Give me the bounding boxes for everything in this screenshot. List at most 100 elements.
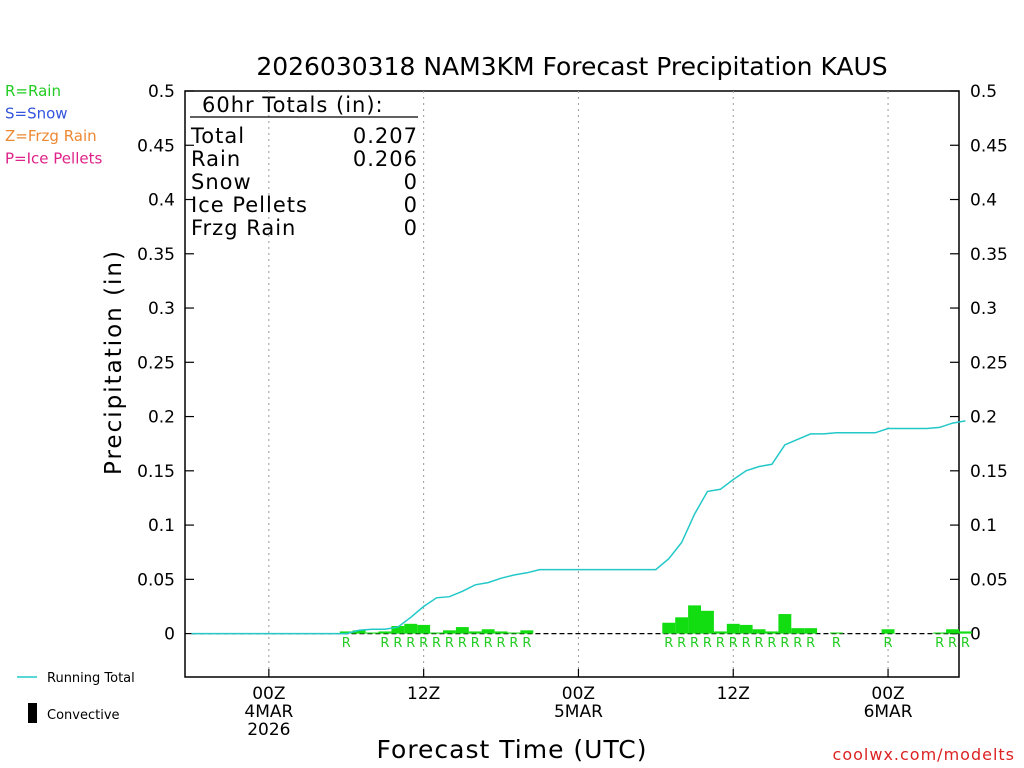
y-tick-label-right: 0.5 [970,82,997,102]
y-tick-label-right: 0.2 [970,408,997,428]
precip-type-label: R [497,636,506,651]
convective-legend-swatch [28,703,37,723]
y-tick-label-right: 0.3 [970,299,997,319]
precip-bar [959,631,972,634]
totals-row-label: Snow [191,170,252,194]
convective-legend-label: Convective [47,708,120,723]
precip-type-legend-item: P=Ice Pellets [5,150,102,168]
precip-type-label: R [690,636,699,651]
precip-type-label: R [832,636,841,651]
y-tick-label-right: 0.45 [970,136,1008,156]
y-tick-label-right: 0 [970,625,981,645]
precip-bar [675,617,689,634]
y-tick-label-right: 0.25 [970,353,1008,373]
precip-type-label: R [380,636,389,651]
precip-type-label: R [806,636,815,651]
y-tick-label-right: 0.4 [970,191,997,211]
y-tick-label-left: 0 [164,625,175,645]
plot-frame [184,90,960,678]
precip-type-label: R [755,636,764,651]
precip-bar [339,631,353,634]
totals-row-label: Rain [191,147,241,171]
site-credit: coolwx.com/modelts [833,745,1015,764]
totals-row-label: Ice Pellets [191,193,308,217]
precip-type-label: R [432,636,441,651]
precip-bar [791,628,805,634]
precip-bar [468,631,482,634]
precip-bar [933,632,947,634]
precip-type-label: R [793,636,802,651]
precip-type-label: R [742,636,751,651]
y-tick-label-left: 0.1 [148,516,175,536]
y-tick-label-left: 0.4 [148,191,175,211]
y-tick-label-left: 0.45 [137,136,175,156]
totals-row-value: 0.206 [353,147,418,171]
y-tick-label-right: 0.35 [970,245,1008,265]
precip-bar [494,631,508,634]
precip-type-label: R [703,636,712,651]
precip-type-label: R [780,636,789,651]
y-tick-label-left: 0.05 [137,570,175,590]
totals-row-label: Total [190,124,245,148]
x-grid [268,91,889,677]
precip-type-label: R [716,636,725,651]
precip-bar [520,630,534,634]
precip-bar [404,623,418,634]
totals-row-value: 0.207 [353,124,418,148]
totals-row-label: Frzg Rain [191,216,296,240]
x-tick-label: 12Z [717,684,750,704]
precip-bar [713,631,727,634]
totals-row-value: 0 [404,193,418,217]
precip-type-label: R [484,636,493,651]
precip-type-legend-item: R=Rain [5,82,61,100]
precip-bar [688,605,701,634]
precip-type-legend-item: S=Snow [5,105,68,123]
precip-bar [417,624,431,634]
x-tick-label: 00Z [252,684,285,704]
x-tick-label: 2026 [247,720,290,740]
precip-bar [701,610,714,634]
totals-row-value: 0 [404,216,418,240]
precip-type-legend-item: Z=Frzg Rain [5,127,97,145]
precip-type-label: R [729,636,738,651]
precip-type-label: R [393,636,402,651]
precip-bar [765,631,779,634]
precip-type-label: R [471,636,480,651]
precip-bar [352,630,366,634]
precip-type-label: R [677,636,686,651]
precip-bar [443,630,456,634]
x-tick-label: 5MAR [554,702,603,722]
totals-header: 60hr Totals (in): [202,93,384,117]
precip-bar [726,623,740,634]
y-tick-label-right: 0.15 [970,462,1008,482]
precip-bar [946,629,959,634]
y-tick-label-left: 0.15 [137,462,175,482]
x-tick-label: 6MAR [864,702,913,722]
y-axis-label: Precipitation (in) [101,249,127,475]
precip-type-label: R [406,636,415,651]
precip-bar [662,622,676,634]
precip-bar [378,631,392,634]
y-tick-label-left: 0.35 [137,245,175,265]
precip-bar [507,632,521,634]
precip-type-label: R [509,636,518,651]
precip-bar [365,632,379,634]
precip-type-label: R [458,636,467,651]
totals-box: 60hr Totals (in): Total 0.207 Rain 0.206 Sno… [190,93,418,240]
x-tick-label: 12Z [407,684,440,704]
precip-type-label: R [935,636,944,651]
precip-type-label: R [664,636,673,651]
x-tick-label: 00Z [562,684,595,704]
y-tick-label-left: 0.3 [148,299,175,319]
precip-bar [881,629,895,634]
precip-bar [739,624,753,634]
x-tick-label: 00Z [871,684,904,704]
totals-row-value: 0 [404,170,418,194]
precip-type-label: R [767,636,776,651]
precip-bar [804,628,818,634]
y-tick-label-left: 0.2 [148,408,175,428]
x-axis-label: Forecast Time (UTC) [377,735,648,764]
